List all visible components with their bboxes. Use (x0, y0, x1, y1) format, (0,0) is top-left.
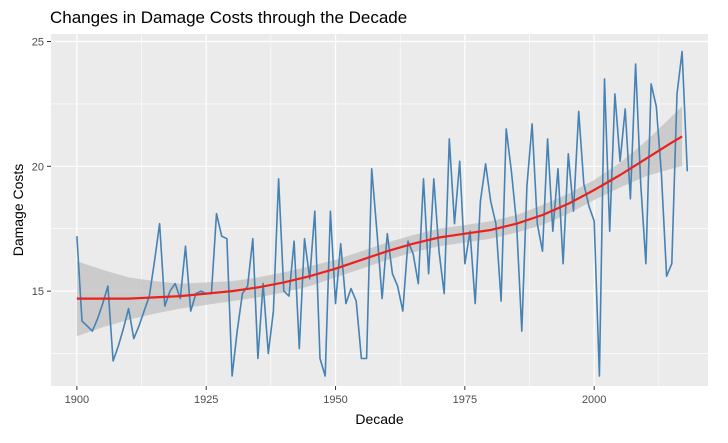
confidence-ribbon (76, 106, 683, 337)
y-tick-label: 25 (32, 36, 44, 48)
x-tick-label: 1900 (65, 394, 89, 406)
chart-title: Changes in Damage Costs through the Deca… (50, 8, 408, 27)
x-tick-label: 1975 (453, 394, 477, 406)
x-tick-label: 1925 (194, 394, 218, 406)
damage-costs-line (76, 50, 689, 377)
smooth-trend-line (76, 135, 683, 300)
x-tick-label: 1950 (323, 394, 347, 406)
y-axis-ticks: 15 20 25 (32, 36, 51, 298)
minor-gridlines (51, 34, 708, 386)
y-tick-label: 20 (32, 161, 44, 173)
major-gridlines (51, 34, 708, 386)
x-tick-label: 2000 (582, 394, 606, 406)
y-tick-label: 15 (32, 286, 44, 298)
x-axis-title: Decade (355, 411, 403, 427)
x-axis-ticks: 1900 1925 1950 1975 2000 (65, 386, 606, 406)
y-axis-title: Damage Costs (10, 164, 26, 257)
